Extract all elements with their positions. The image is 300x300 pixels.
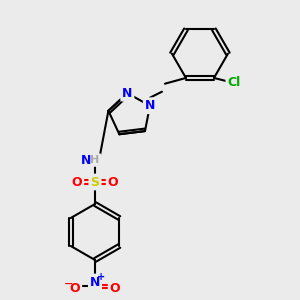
Text: O: O [110, 281, 120, 295]
Text: N: N [122, 87, 133, 100]
Text: +: + [97, 272, 105, 282]
Text: O: O [70, 281, 80, 295]
Text: Cl: Cl [227, 76, 241, 89]
Text: S: S [91, 176, 100, 188]
Text: N: N [81, 154, 91, 166]
Text: N: N [145, 99, 155, 112]
Text: −: − [64, 279, 74, 289]
Text: N: N [90, 275, 100, 289]
Text: O: O [72, 176, 82, 188]
Text: H: H [90, 155, 100, 165]
Text: O: O [108, 176, 118, 188]
